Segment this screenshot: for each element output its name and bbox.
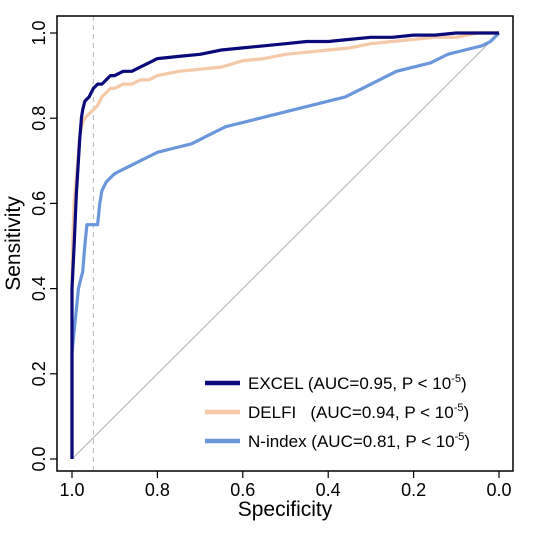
y-tick-label: 0.0	[29, 446, 49, 471]
x-tick-label: 0.8	[145, 480, 170, 500]
y-axis-title: Sensitivity	[2, 196, 25, 291]
legend-label-delfi: DELFI (AUC=0.94, P < 10-5)	[248, 402, 469, 422]
series-layer	[70, 31, 501, 459]
x-tick-label: 1.0	[59, 480, 84, 500]
series-line-n-index	[70, 31, 501, 459]
y-tick-label: 0.2	[29, 361, 49, 386]
legend: EXCEL (AUC=0.95, P < 10-5) DELFI (AUC=0.9…	[205, 373, 470, 451]
plot-frame	[56, 15, 514, 472]
y-tick-label: 0.4	[29, 276, 49, 301]
y-axis: 0.0 0.2 0.4 0.6 0.8 1.0	[29, 20, 57, 472]
y-tick-label: 1.0	[29, 20, 49, 45]
y-tick-label: 0.8	[29, 106, 49, 131]
x-tick-label: 0.6	[230, 480, 255, 500]
x-tick-label: 0.4	[316, 480, 341, 500]
legend-label-n-index: N-index (AUC=0.81, P < 10-5)	[248, 431, 470, 451]
x-tick-label: 0.0	[486, 480, 511, 500]
x-axis: 1.0 0.8 0.6 0.4 0.2 0.0	[59, 471, 512, 500]
x-axis-title: Specificity	[238, 498, 333, 521]
reference-diagonal	[71, 32, 500, 460]
y-tick-label: 0.6	[29, 191, 49, 216]
legend-label-excel: EXCEL (AUC=0.95, P < 10-5)	[248, 373, 467, 393]
x-tick-label: 0.2	[401, 480, 426, 500]
series-line-excel	[70, 31, 499, 459]
